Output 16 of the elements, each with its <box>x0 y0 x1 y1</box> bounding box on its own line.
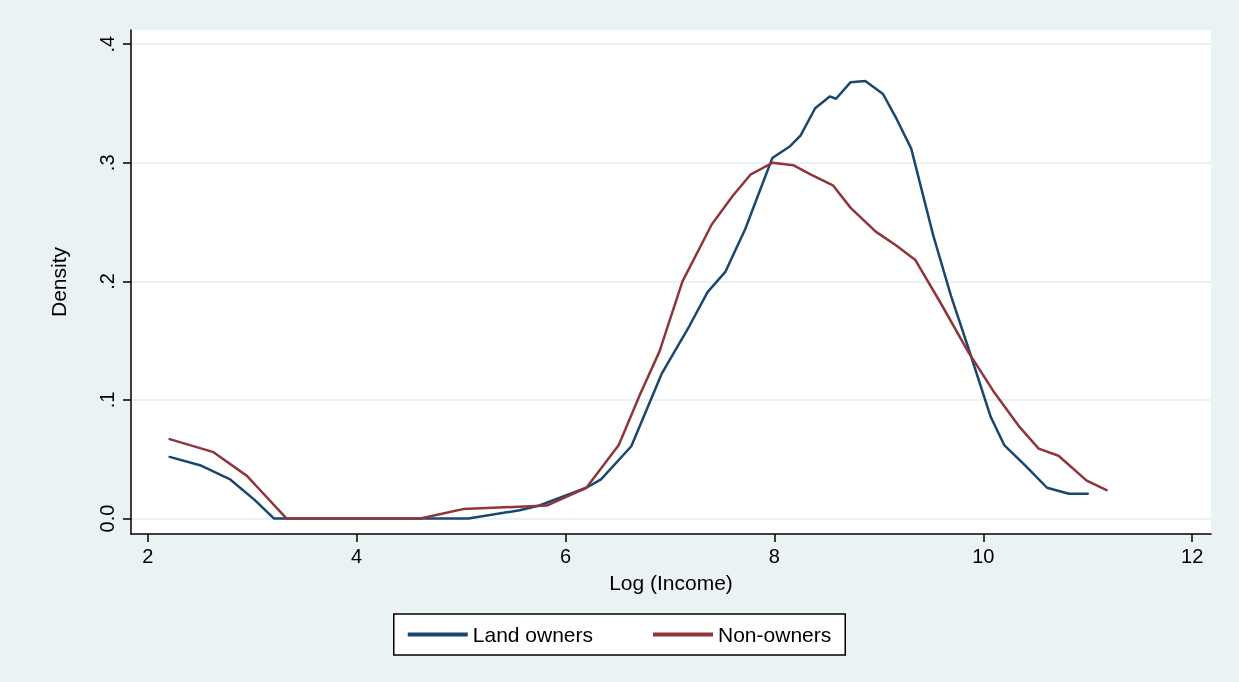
y-tick-label: 0.0 <box>96 504 118 533</box>
y-tick-label: .1 <box>96 391 118 409</box>
y-tick-label: .3 <box>96 154 118 172</box>
x-tick-label: 2 <box>142 545 154 567</box>
x-tick-label: 8 <box>768 545 780 567</box>
x-tick-label: 12 <box>1181 545 1204 567</box>
x-tick-label: 6 <box>559 545 572 567</box>
y-tick-label: .4 <box>96 35 118 53</box>
line-series <box>168 161 1108 520</box>
x-tick-label: 10 <box>972 545 995 567</box>
legend-label: Non-owners <box>718 623 832 646</box>
y-tick-label: .2 <box>96 273 118 290</box>
x-axis-title: Log (Income) <box>609 571 733 594</box>
legend-label: Land owners <box>472 623 594 646</box>
x-tick-label: 4 <box>351 545 363 567</box>
y-axis-title: Density <box>47 246 70 318</box>
